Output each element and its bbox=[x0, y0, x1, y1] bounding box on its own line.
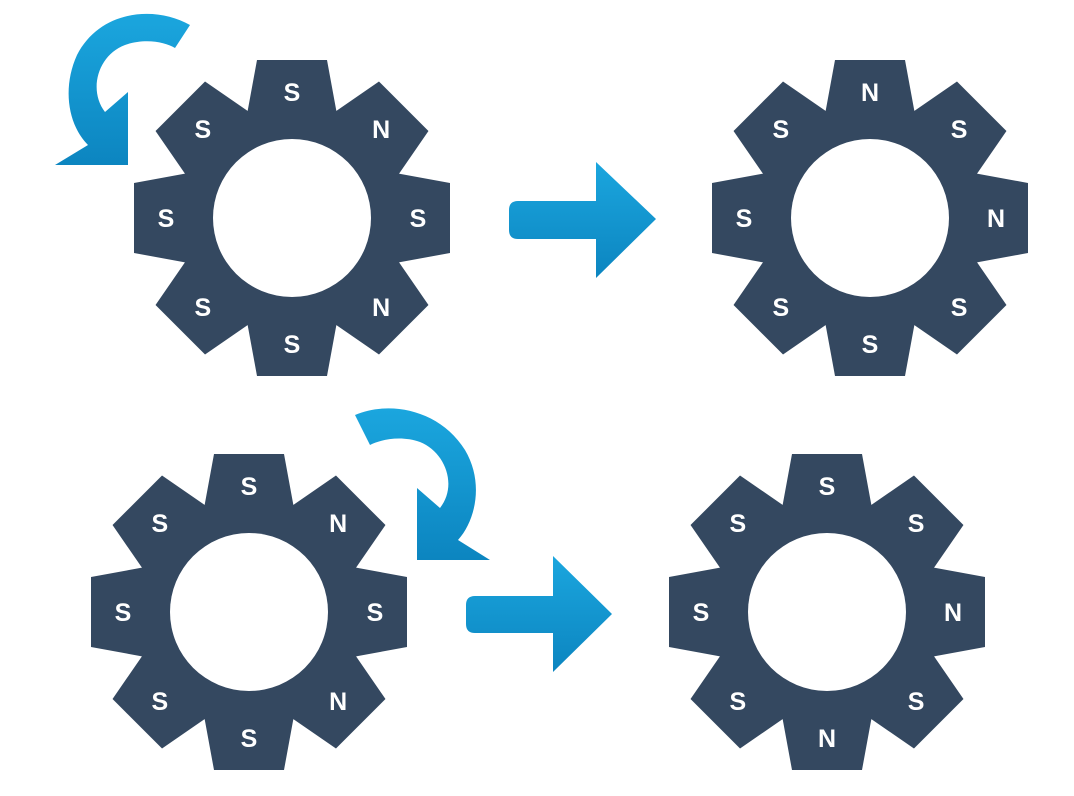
tooth-label: S bbox=[908, 510, 925, 538]
gear-bottom-left: S N S N S S S S bbox=[91, 454, 407, 770]
rotate-counterclockwise-icon bbox=[55, 13, 190, 165]
tooth-label: S bbox=[773, 116, 790, 144]
gear-top-right: N S N S S S S S bbox=[712, 60, 1028, 376]
gear-hole bbox=[170, 533, 328, 691]
gear-hole bbox=[748, 533, 906, 691]
tooth-label: N bbox=[372, 294, 390, 322]
tooth-label: S bbox=[367, 599, 384, 627]
tooth-label: S bbox=[773, 294, 790, 322]
tooth-label: S bbox=[908, 688, 925, 716]
tooth-label: N bbox=[372, 116, 390, 144]
tooth-label: S bbox=[951, 116, 968, 144]
tooth-label: S bbox=[195, 116, 212, 144]
tooth-label: S bbox=[195, 294, 212, 322]
tooth-label: S bbox=[158, 205, 175, 233]
tooth-label: S bbox=[693, 599, 710, 627]
arrow-right-icon bbox=[509, 162, 656, 278]
tooth-label: N bbox=[329, 688, 347, 716]
tooth-label: N bbox=[944, 599, 962, 627]
tooth-label: N bbox=[329, 510, 347, 538]
tooth-label: S bbox=[410, 205, 427, 233]
gear-hole bbox=[791, 139, 949, 297]
tooth-label: S bbox=[951, 294, 968, 322]
tooth-label: S bbox=[241, 473, 258, 501]
tooth-label: S bbox=[284, 331, 301, 359]
tooth-label: S bbox=[862, 331, 879, 359]
tooth-label: S bbox=[241, 725, 258, 753]
tooth-label: S bbox=[819, 473, 836, 501]
tooth-label: S bbox=[730, 510, 747, 538]
tooth-label: S bbox=[152, 688, 169, 716]
tooth-label: N bbox=[861, 79, 879, 107]
tooth-label: S bbox=[730, 688, 747, 716]
tooth-label: S bbox=[115, 599, 132, 627]
gear-hole bbox=[213, 139, 371, 297]
tooth-label: S bbox=[284, 79, 301, 107]
rotate-clockwise-icon bbox=[355, 408, 490, 560]
tooth-label: S bbox=[152, 510, 169, 538]
tooth-label: S bbox=[736, 205, 753, 233]
arrow-right-icon bbox=[466, 556, 612, 672]
gear-bottom-right: S S N S N S S S bbox=[669, 454, 985, 770]
gear-top-left: S N S N S S S S bbox=[134, 60, 450, 376]
tooth-label: N bbox=[818, 725, 836, 753]
tooth-label: N bbox=[987, 205, 1005, 233]
